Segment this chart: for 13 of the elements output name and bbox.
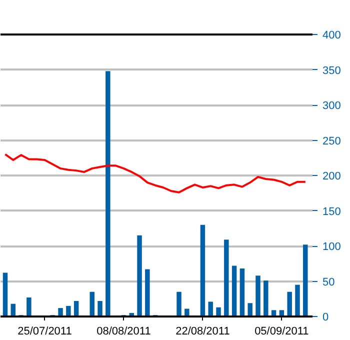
x-tick-label: 22/08/2011 xyxy=(176,326,230,338)
y-tick-label: 50 xyxy=(322,276,335,288)
y-tick-label: 100 xyxy=(322,241,341,253)
y-tick-label: 0 xyxy=(322,312,329,324)
x-tick-label: 05/09/2011 xyxy=(254,326,309,338)
x-tick-label: 08/08/2011 xyxy=(96,326,151,338)
y-tick-label: 300 xyxy=(322,100,341,112)
y-tick-label: 350 xyxy=(322,64,341,77)
y-tick-label: 400 xyxy=(322,30,341,42)
x-tick-label: 25/07/2011 xyxy=(18,326,72,338)
y-tick-label: 150 xyxy=(322,206,341,218)
y-tick-label: 200 xyxy=(322,170,341,182)
y-tick-label: 250 xyxy=(322,135,341,148)
